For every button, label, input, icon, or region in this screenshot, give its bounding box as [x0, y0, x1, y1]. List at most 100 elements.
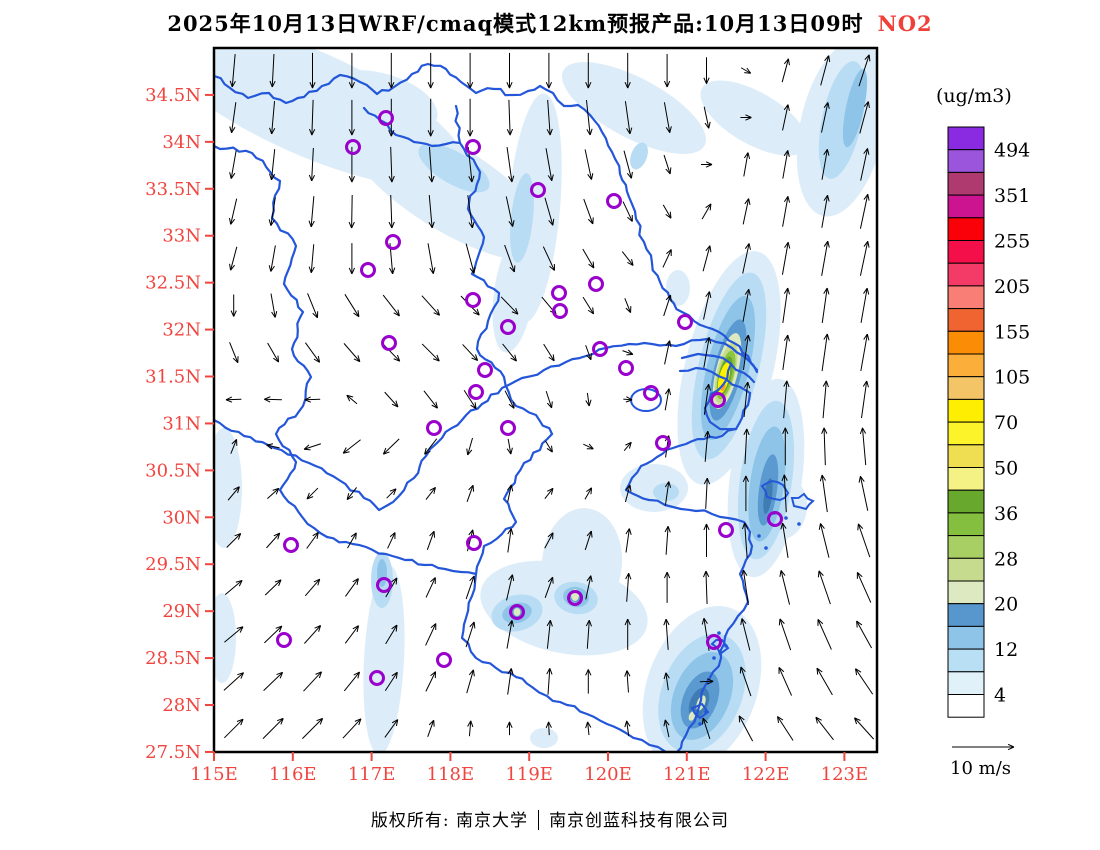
arrow-head	[779, 570, 782, 577]
arrow-head	[549, 265, 555, 271]
colorbar-segment	[947, 398, 985, 423]
arrow-head	[467, 449, 473, 456]
arrow-head	[666, 571, 671, 579]
arrow-head	[588, 263, 595, 269]
wind-arrow	[506, 52, 513, 89]
arrow-head	[783, 104, 789, 111]
arrow-head	[357, 355, 361, 362]
arrow-head	[823, 427, 828, 434]
arrow-head	[506, 448, 512, 455]
arrow-shaft	[382, 294, 400, 317]
arrow-shaft	[857, 523, 871, 558]
arrow-shaft	[626, 670, 629, 693]
colorbar-segment	[947, 625, 985, 650]
wind-arrow	[584, 487, 593, 500]
arrow-shaft	[663, 102, 671, 133]
wind-arrow	[224, 626, 244, 643]
arrow-head	[269, 80, 273, 88]
arrow-shaft	[346, 394, 358, 405]
colorbar-segment	[947, 285, 985, 310]
arrow-head	[709, 203, 712, 211]
wind-arrow	[303, 671, 322, 692]
arrow-shaft	[271, 101, 276, 134]
arrow-head	[429, 268, 434, 274]
wind-arrow	[502, 343, 517, 362]
arrow-head	[587, 309, 594, 315]
colorbar-segment	[947, 376, 985, 400]
wind-arrow	[742, 475, 750, 512]
arrow-head	[627, 261, 634, 266]
arrow-head	[348, 221, 353, 229]
arrow-head	[708, 291, 712, 298]
arrow-head	[787, 334, 791, 342]
wind-arrow	[544, 576, 554, 599]
arrow-head	[552, 354, 555, 361]
wind-arrow	[704, 430, 711, 462]
wind-arrow	[463, 390, 477, 410]
wind-arrow	[546, 99, 553, 136]
wind-arrow	[308, 196, 315, 228]
arrow-shaft	[342, 439, 361, 454]
arrow-head	[625, 528, 630, 535]
wind-arrow	[267, 487, 280, 500]
colorbar-segment	[947, 353, 985, 378]
arrow-shaft	[741, 618, 751, 651]
wind-arrow	[815, 716, 834, 741]
wind-arrow	[860, 148, 870, 181]
wind-arrow	[427, 98, 434, 137]
arrow-head	[738, 715, 745, 721]
arrow-head	[741, 522, 746, 530]
arrow-shaft	[782, 335, 789, 370]
wind-arrow	[821, 287, 830, 323]
wind-arrow	[302, 717, 324, 739]
arrow-shaft	[386, 488, 397, 499]
wind-arrow	[304, 396, 321, 403]
colorbar-segment	[947, 489, 985, 514]
arrow-head	[827, 195, 830, 202]
colorbar-segment	[947, 648, 985, 673]
colorbar-segment	[947, 126, 985, 151]
city-marker	[552, 303, 568, 319]
wind-arrow	[462, 344, 479, 362]
arrow-head	[631, 259, 634, 266]
wind-arrow	[781, 241, 791, 275]
lat-tick-label: 30N	[162, 507, 201, 528]
arrow-head	[867, 148, 870, 155]
colorbar-label: 20	[994, 594, 1018, 616]
arrow-head	[782, 427, 786, 434]
arrow-head	[857, 572, 863, 578]
arrow-head	[704, 430, 709, 438]
wind-arrow	[504, 244, 516, 273]
arrow-head	[626, 670, 631, 677]
arrow-head	[471, 357, 478, 362]
wind-arrow	[701, 717, 711, 740]
map-layer	[214, 48, 877, 752]
wind-arrow	[585, 52, 592, 89]
arrow-head	[820, 523, 825, 529]
wind-arrow	[701, 203, 712, 220]
arrow-head	[624, 670, 628, 677]
arrow-head	[550, 488, 554, 495]
arrow-head	[625, 484, 631, 491]
city-marker	[606, 193, 622, 209]
arrow-shaft	[344, 294, 360, 317]
arrow-head	[304, 399, 312, 403]
island-outline	[790, 492, 815, 511]
city-marker	[465, 139, 481, 155]
arrow-head	[473, 266, 476, 274]
arrow-shaft	[585, 99, 591, 136]
arrow-shaft	[467, 437, 474, 456]
wind-arrow	[703, 477, 711, 509]
arrow-head	[551, 445, 553, 453]
wind-arrow	[743, 152, 751, 177]
wind-arrow	[229, 54, 236, 88]
arrow-head	[391, 175, 395, 183]
wind-arrow	[858, 475, 869, 511]
arrow-head	[821, 474, 826, 481]
arrow-head	[306, 492, 310, 500]
arrow-shaft	[622, 201, 633, 222]
arrow-head	[231, 81, 236, 88]
arrow-shaft	[781, 242, 789, 275]
arrow-head	[271, 311, 276, 318]
arrow-shaft	[231, 54, 236, 87]
